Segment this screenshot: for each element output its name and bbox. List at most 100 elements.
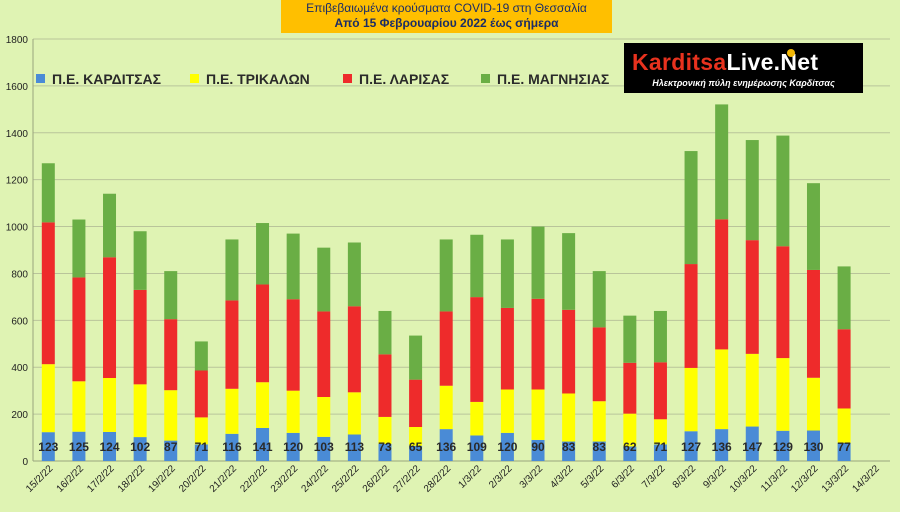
bar-4-19/2/22 bbox=[164, 271, 178, 320]
bar-3-26/2/22 bbox=[378, 354, 392, 417]
x-tick-label-28/2/22: 28/2/22 bbox=[422, 463, 454, 495]
bar-4-5/3/22 bbox=[592, 271, 606, 328]
legend-label-4: Π.Ε. ΜΑΓΝΗΣΙΑΣ bbox=[497, 71, 609, 87]
bar-1-17/2/22 bbox=[103, 431, 117, 461]
bar-3-12/3/22 bbox=[806, 269, 820, 378]
bar-2-6/3/22 bbox=[623, 413, 637, 447]
bar-4-8/3/22 bbox=[684, 151, 698, 265]
bar-1-11/3/22 bbox=[776, 430, 790, 461]
x-tick-label-12/3/22: 12/3/22 bbox=[789, 463, 821, 495]
bar-2-23/2/22 bbox=[286, 390, 300, 433]
bar-2-13/3/22 bbox=[837, 408, 851, 443]
y-tick-label-4: 800 bbox=[11, 269, 28, 280]
data-label-3/3/22: 90 bbox=[531, 440, 545, 454]
bar-4-13/3/22 bbox=[837, 266, 851, 330]
bar-1-7/3/22 bbox=[653, 444, 667, 461]
bar-3-23/2/22 bbox=[286, 299, 300, 391]
data-label-13/3/22: 77 bbox=[837, 440, 851, 454]
bar-3-21/2/22 bbox=[225, 300, 239, 389]
x-tick-label-25/2/22: 25/2/22 bbox=[330, 463, 362, 495]
bar-4-17/2/22 bbox=[103, 193, 117, 258]
bar-2-9/3/22 bbox=[715, 349, 729, 430]
bar-3-4/3/22 bbox=[562, 309, 576, 394]
bar-3-2/3/22 bbox=[500, 307, 514, 390]
bar-2-1/3/22 bbox=[470, 401, 484, 436]
bar-1-6/3/22 bbox=[623, 446, 637, 461]
x-tick-label-4/3/22: 4/3/22 bbox=[548, 463, 576, 491]
bar-4-21/2/22 bbox=[225, 239, 239, 301]
bar-4-12/3/22 bbox=[806, 183, 820, 270]
x-tick-label-3/3/22: 3/3/22 bbox=[518, 463, 546, 491]
y-tick-label-9: 1800 bbox=[6, 35, 29, 46]
data-label-4/3/22: 83 bbox=[562, 440, 576, 454]
data-label-1/3/22: 109 bbox=[467, 440, 487, 454]
bar-4-10/3/22 bbox=[745, 140, 759, 241]
data-label-15/2/22: 123 bbox=[38, 440, 58, 454]
bar-4-7/3/22 bbox=[653, 310, 667, 363]
data-label-22/2/22: 141 bbox=[253, 440, 273, 454]
bar-2-10/3/22 bbox=[745, 353, 759, 427]
chart-title-box: Επιβεβαιωμένα κρούσματα COVID-19 στη Θεσ… bbox=[281, 0, 612, 33]
y-tick-label-2: 400 bbox=[11, 363, 28, 374]
bar-4-9/3/22 bbox=[715, 104, 729, 220]
data-label-28/2/22: 136 bbox=[436, 440, 456, 454]
bar-1-26/2/22 bbox=[378, 443, 392, 461]
bar-3-16/2/22 bbox=[72, 277, 86, 382]
bar-2-26/2/22 bbox=[378, 416, 392, 444]
bar-1-24/2/22 bbox=[317, 436, 331, 461]
x-tick-label-22/2/22: 22/2/22 bbox=[238, 463, 270, 495]
bar-2-5/3/22 bbox=[592, 401, 606, 442]
y-tick-label-0: 0 bbox=[22, 457, 28, 468]
bar-2-22/2/22 bbox=[256, 382, 270, 428]
legend-swatch-3 bbox=[343, 74, 352, 83]
bar-4-3/3/22 bbox=[531, 226, 545, 299]
y-tick-label-6: 1200 bbox=[6, 176, 29, 187]
bar-4-25/2/22 bbox=[347, 242, 361, 307]
bar-1-5/3/22 bbox=[592, 441, 606, 461]
bar-1-19/2/22 bbox=[164, 440, 178, 461]
y-tick-label-7: 1400 bbox=[6, 129, 29, 140]
bar-1-20/2/22 bbox=[194, 444, 208, 461]
bar-2-11/3/22 bbox=[776, 358, 790, 431]
x-tick-label-19/2/22: 19/2/22 bbox=[146, 463, 178, 495]
x-tick-label-23/2/22: 23/2/22 bbox=[269, 463, 301, 495]
bar-3-1/3/22 bbox=[470, 297, 484, 402]
bar-1-1/3/22 bbox=[470, 435, 484, 461]
bar-4-27/2/22 bbox=[409, 335, 423, 380]
bar-3-6/3/22 bbox=[623, 362, 637, 414]
x-tick-label-2/3/22: 2/3/22 bbox=[487, 463, 515, 491]
bar-1-16/2/22 bbox=[72, 431, 86, 461]
y-tick-label-1: 200 bbox=[11, 410, 28, 421]
data-label-8/3/22: 127 bbox=[681, 440, 701, 454]
data-label-7/3/22: 71 bbox=[654, 440, 668, 454]
bar-2-17/2/22 bbox=[103, 378, 117, 432]
bar-4-26/2/22 bbox=[378, 310, 392, 355]
bar-4-20/2/22 bbox=[194, 341, 208, 371]
x-tick-label-24/2/22: 24/2/22 bbox=[300, 463, 332, 495]
bar-3-22/2/22 bbox=[256, 284, 270, 383]
legend-label-2: Π.Ε. ΤΡΙΚΑΛΩΝ bbox=[206, 71, 310, 87]
bar-3-17/2/22 bbox=[103, 257, 117, 379]
bar-2-4/3/22 bbox=[562, 393, 576, 442]
bar-1-4/3/22 bbox=[562, 441, 576, 461]
x-tick-label-13/3/22: 13/3/22 bbox=[820, 463, 852, 495]
x-tick-label-6/3/22: 6/3/22 bbox=[610, 463, 638, 491]
bar-3-5/3/22 bbox=[592, 327, 606, 402]
bar-3-19/2/22 bbox=[164, 319, 178, 391]
data-label-23/2/22: 120 bbox=[283, 440, 303, 454]
bar-3-10/3/22 bbox=[745, 240, 759, 354]
data-label-9/3/22: 136 bbox=[712, 440, 732, 454]
bar-4-2/3/22 bbox=[500, 239, 514, 308]
bar-1-3/3/22 bbox=[531, 439, 545, 461]
bar-4-16/2/22 bbox=[72, 219, 86, 278]
x-tick-label-8/3/22: 8/3/22 bbox=[671, 463, 699, 491]
data-label-27/2/22: 65 bbox=[409, 440, 423, 454]
bar-2-18/2/22 bbox=[133, 384, 147, 438]
x-tick-label-26/2/22: 26/2/22 bbox=[361, 463, 393, 495]
x-tick-label-9/3/22: 9/3/22 bbox=[701, 463, 729, 491]
bar-1-23/2/22 bbox=[286, 432, 300, 461]
bar-1-18/2/22 bbox=[133, 437, 147, 461]
bar-1-8/3/22 bbox=[684, 431, 698, 461]
y-tick-label-3: 600 bbox=[11, 316, 28, 327]
